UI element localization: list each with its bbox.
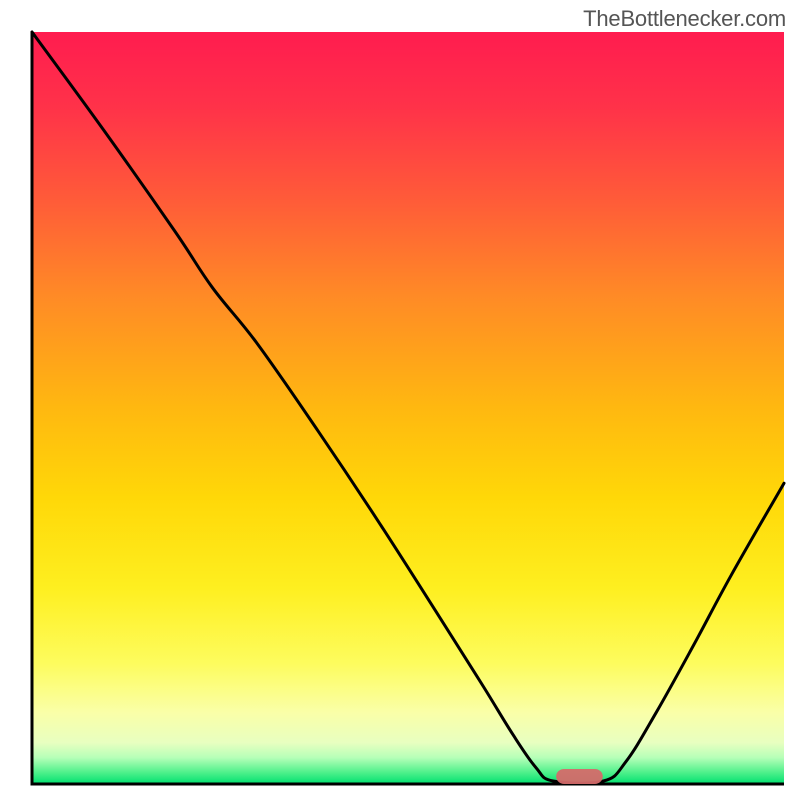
source-watermark: TheBottlenecker.com xyxy=(583,6,786,32)
gradient-background xyxy=(32,32,784,784)
optimal-marker-pill xyxy=(556,769,603,784)
chart-svg xyxy=(0,0,800,800)
bottleneck-gradient-chart: TheBottlenecker.com xyxy=(0,0,800,800)
